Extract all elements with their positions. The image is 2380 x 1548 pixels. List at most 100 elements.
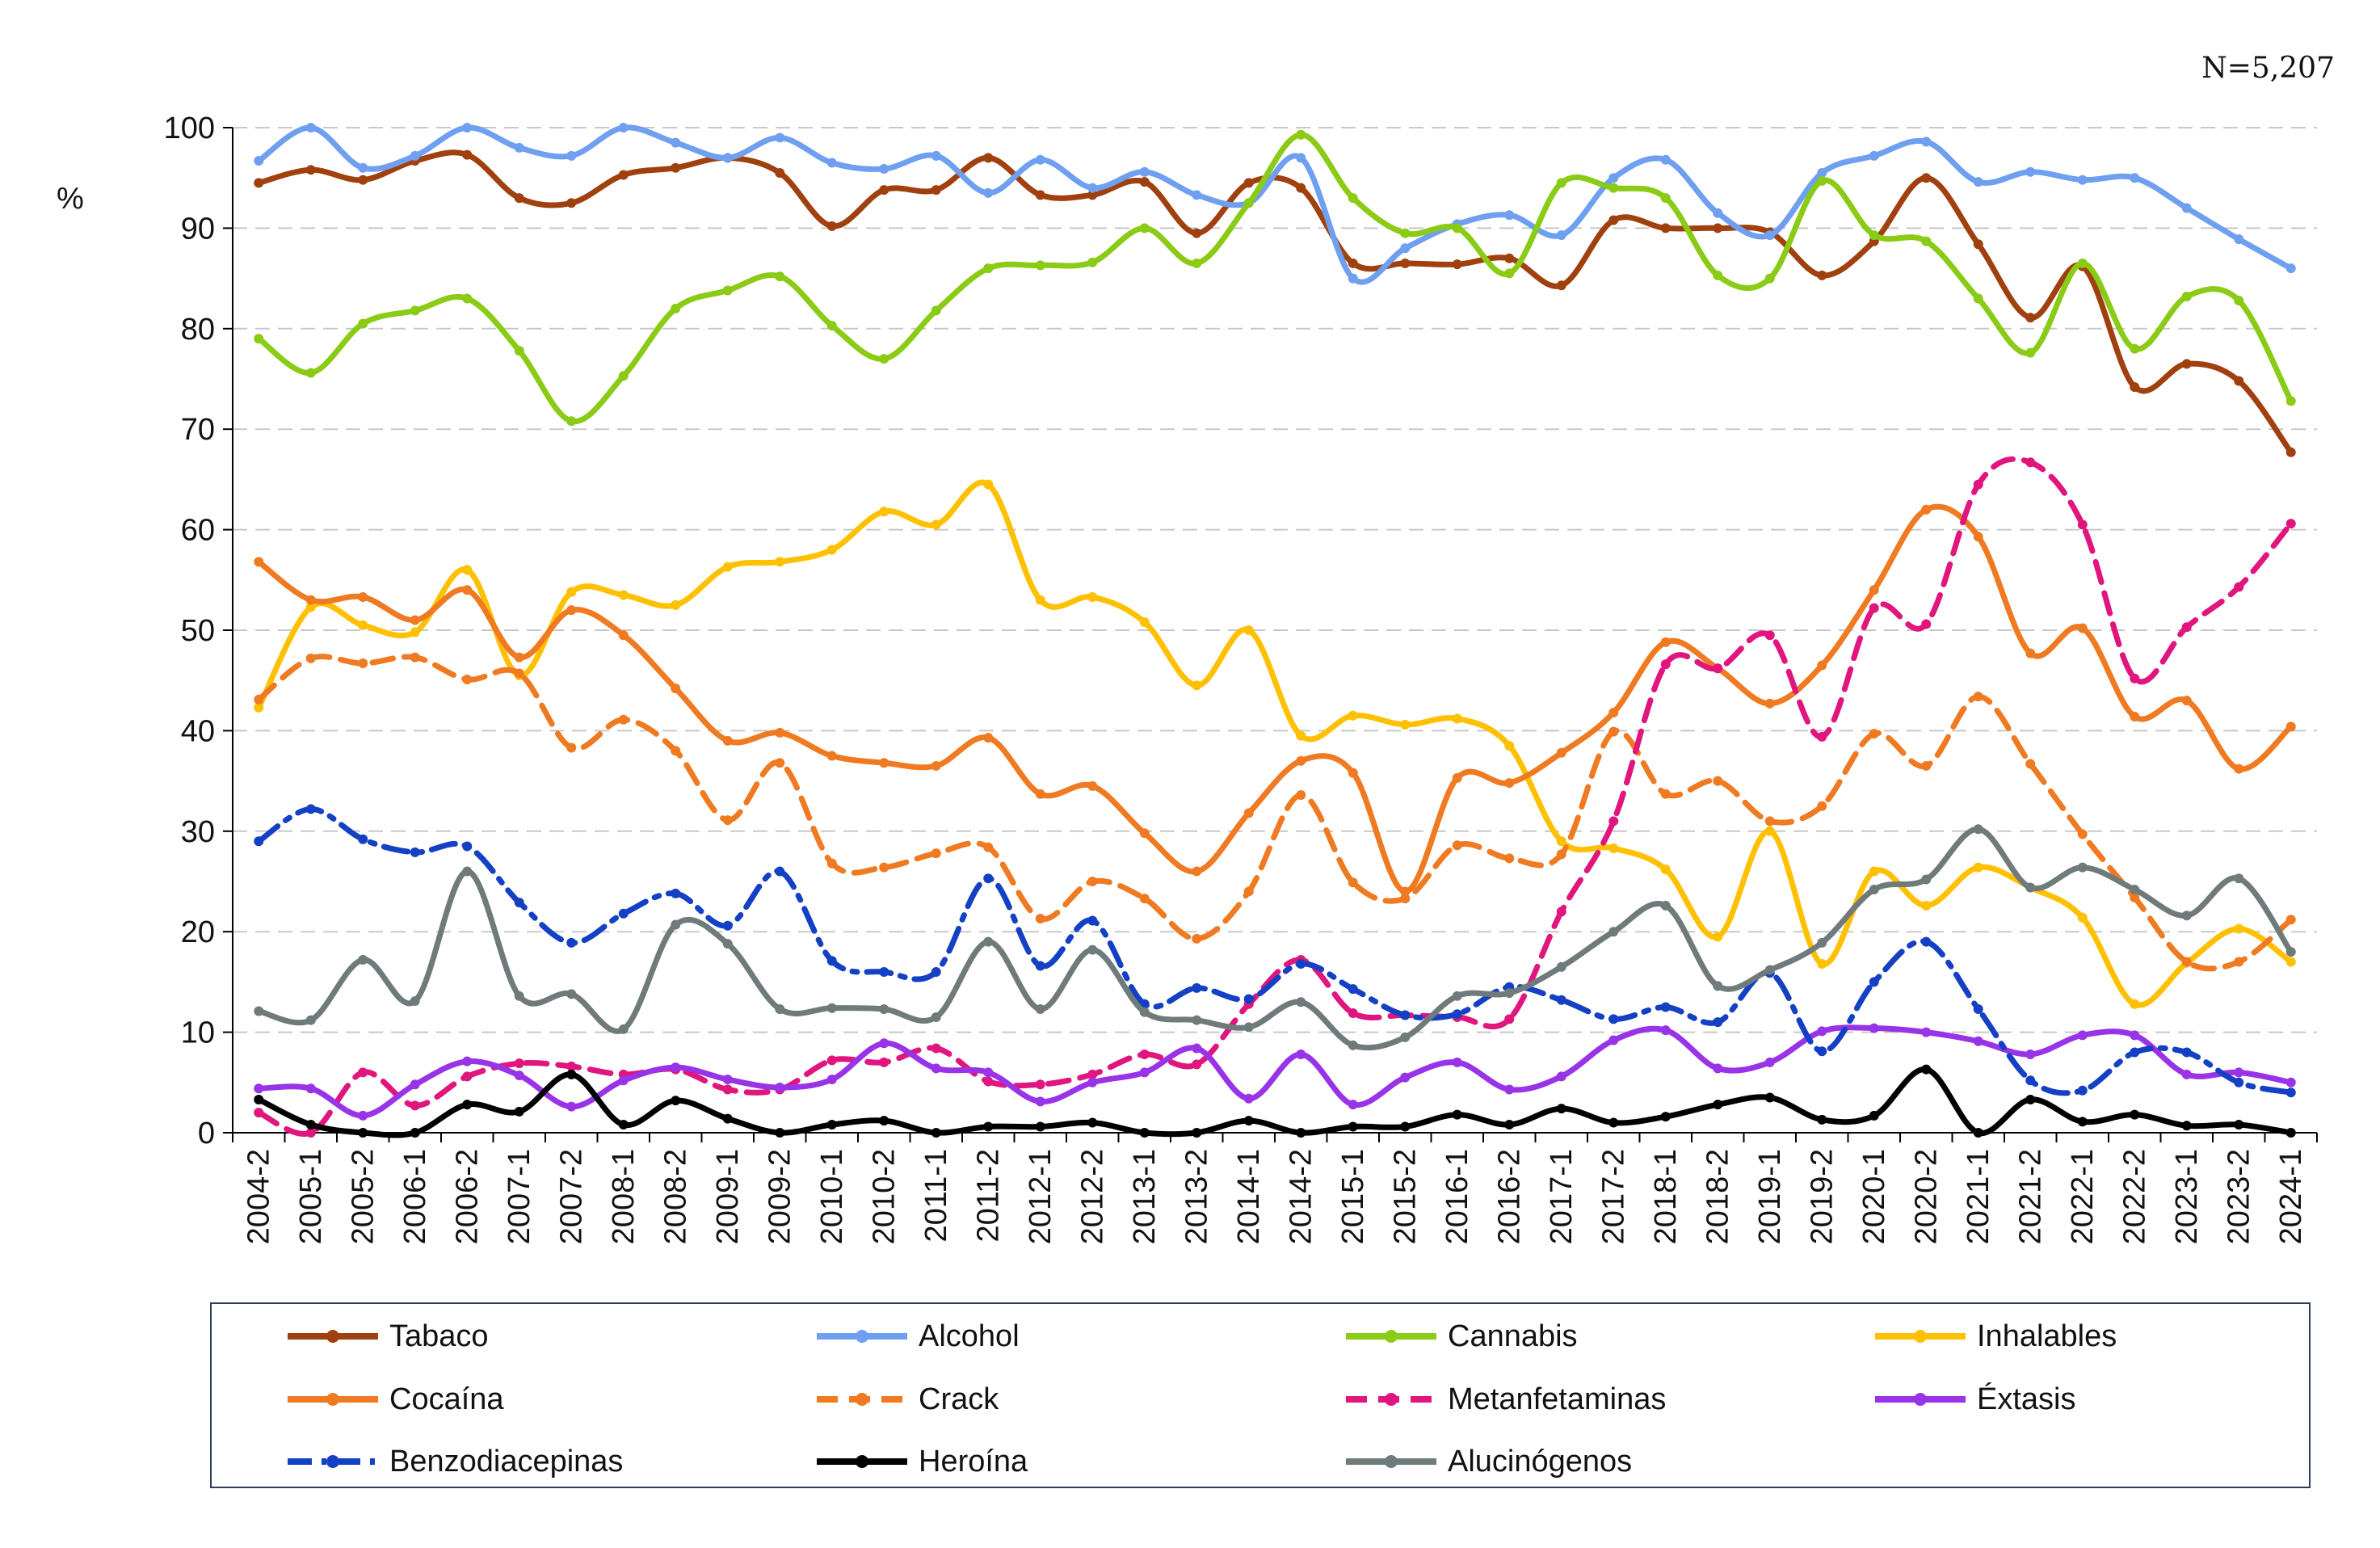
data-point <box>1869 150 1879 161</box>
legend-item-crack: Crack <box>814 1375 999 1424</box>
data-point <box>1608 927 1619 937</box>
x-tick-label: 2014-1 <box>1232 1149 1266 1244</box>
x-tick-label: 2019-1 <box>1753 1149 1787 1244</box>
data-point <box>1556 1104 1566 1114</box>
data-point <box>1192 228 1202 238</box>
data-point <box>1139 177 1150 187</box>
data-point <box>2181 291 2192 301</box>
data-point <box>254 156 264 166</box>
data-point <box>1817 937 1827 948</box>
data-point <box>2130 673 2140 684</box>
data-point <box>671 137 681 148</box>
data-point <box>1921 1064 1932 1075</box>
data-point <box>1192 1128 1202 1138</box>
data-point <box>1400 1121 1411 1132</box>
data-point <box>1869 1023 1879 1033</box>
data-point <box>1764 1092 1775 1103</box>
data-point <box>2285 519 2296 529</box>
data-point <box>1192 1043 1202 1054</box>
series-line-extasis <box>255 1024 2294 1119</box>
data-point <box>1296 1049 1306 1059</box>
data-point <box>358 1067 368 1078</box>
data-point <box>671 919 681 930</box>
data-point <box>983 873 994 884</box>
data-point <box>1713 1017 1723 1028</box>
data-point <box>618 123 629 133</box>
data-point <box>1192 933 1202 944</box>
data-point <box>1817 167 1827 178</box>
legend-swatch <box>817 1393 907 1406</box>
series-metanfetaminas <box>254 456 2296 1138</box>
data-point <box>1348 877 1358 888</box>
data-point <box>2285 263 2296 274</box>
data-point <box>879 507 889 517</box>
data-point <box>566 198 577 208</box>
data-point <box>1139 894 1150 904</box>
data-point <box>1087 1077 1098 1087</box>
data-point <box>1348 984 1358 995</box>
data-point <box>462 123 473 133</box>
data-point <box>514 652 524 663</box>
data-point <box>2077 1030 2088 1041</box>
data-point <box>671 746 681 756</box>
data-point <box>671 1062 681 1073</box>
data-point <box>879 1116 889 1126</box>
data-point <box>2181 622 2192 633</box>
data-point <box>305 368 316 378</box>
data-point <box>1608 183 1619 193</box>
data-point <box>2130 1030 2140 1041</box>
data-point <box>514 991 524 1001</box>
data-point <box>1087 190 1098 200</box>
data-point <box>1608 1014 1619 1024</box>
y-tick-label: 70 <box>181 413 215 447</box>
data-point <box>1504 268 1515 279</box>
data-point <box>1504 1084 1515 1095</box>
data-point <box>2025 759 2036 769</box>
data-point <box>1556 849 1566 860</box>
data-point <box>1556 836 1566 847</box>
data-point <box>2025 166 2036 177</box>
data-point <box>826 321 837 331</box>
data-point <box>1608 708 1619 718</box>
data-point <box>1139 1067 1150 1078</box>
data-point <box>1608 173 1619 183</box>
data-point <box>1452 713 1462 724</box>
data-point <box>1452 259 1462 270</box>
legend-swatch <box>1875 1393 1966 1406</box>
series-tabaco <box>254 149 2296 457</box>
data-point <box>2025 648 2036 658</box>
data-point <box>1400 228 1411 238</box>
data-point <box>410 847 420 857</box>
data-point <box>358 834 368 844</box>
data-point <box>1817 959 1827 970</box>
data-point <box>305 1015 316 1025</box>
data-point <box>1087 591 1098 602</box>
data-point <box>2285 1087 2296 1098</box>
data-point <box>931 150 941 161</box>
data-point <box>2181 911 2192 921</box>
data-point <box>1660 789 1671 799</box>
data-point <box>305 165 316 175</box>
data-point <box>2234 376 2244 386</box>
data-point <box>2077 829 2088 839</box>
data-point <box>1296 997 1306 1007</box>
x-tick-label: 2008-2 <box>658 1149 692 1244</box>
data-point <box>1035 1003 1045 1014</box>
x-tick-label: 2011-1 <box>919 1149 953 1243</box>
x-tick-label: 2016-2 <box>1492 1149 1526 1244</box>
data-point <box>1608 1035 1619 1045</box>
data-point <box>1087 877 1098 886</box>
data-point <box>1817 270 1827 280</box>
data-point <box>1452 1009 1462 1020</box>
data-point <box>1035 190 1045 200</box>
data-point <box>671 162 681 173</box>
data-point <box>2285 1077 2296 1087</box>
data-point <box>1296 129 1306 140</box>
data-point <box>2130 892 2140 902</box>
data-point <box>1921 504 1932 515</box>
series-cannabis <box>254 129 2296 427</box>
data-point <box>826 1003 837 1013</box>
data-point <box>1452 772 1462 783</box>
data-point <box>1035 914 1045 924</box>
series-benzodiacepinas <box>254 804 2296 1098</box>
